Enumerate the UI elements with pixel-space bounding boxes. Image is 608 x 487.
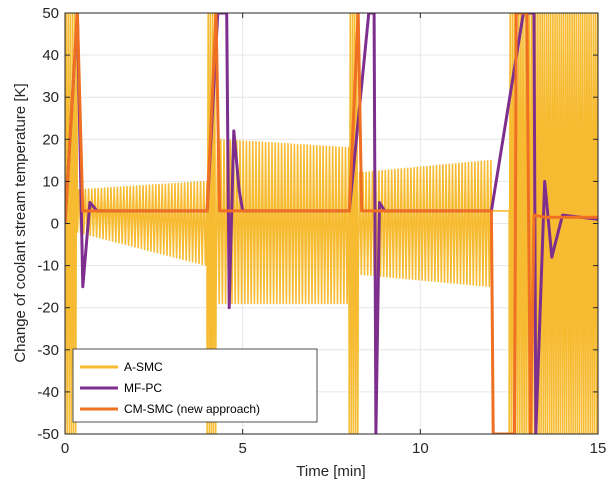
y-tick-label: -50 [37, 426, 59, 443]
y-tick-label: -30 [37, 342, 59, 359]
x-tick-label: 0 [61, 440, 69, 457]
y-tick-label: 40 [42, 47, 59, 64]
y-tick-label: 20 [42, 131, 59, 148]
y-tick-label: 10 [42, 173, 59, 190]
y-tick-label: 30 [42, 89, 59, 106]
x-tick-label: 15 [590, 440, 607, 457]
y-tick-label: -20 [37, 300, 59, 317]
y-tick-label: 50 [42, 5, 59, 22]
legend: A-SMC MF-PC CM-SMC (new approach) [72, 348, 318, 423]
y-tick-label: 0 [51, 216, 59, 233]
legend-label-a-smc: A-SMC [124, 360, 163, 374]
legend-label-mf-pc: MF-PC [124, 381, 162, 395]
x-tick-label: 10 [412, 440, 429, 457]
y-axis-label: Change of coolant stream temperature [K] [12, 83, 29, 362]
x-axis-label: Time [min] [296, 463, 365, 480]
series-layer [65, 13, 598, 434]
y-tick-label: -40 [37, 384, 59, 401]
ticks [64, 12, 599, 435]
y-tick-label: -10 [37, 258, 59, 275]
tick-labels: 0 5 10 15 -50 -40 -30 -20 -10 0 10 20 30 40 50 [37, 5, 606, 457]
legend-label-cm-smc: CM-SMC (new approach) [124, 402, 260, 416]
x-tick-label: 5 [238, 440, 246, 457]
series-line-cm-smc [65, 13, 598, 434]
